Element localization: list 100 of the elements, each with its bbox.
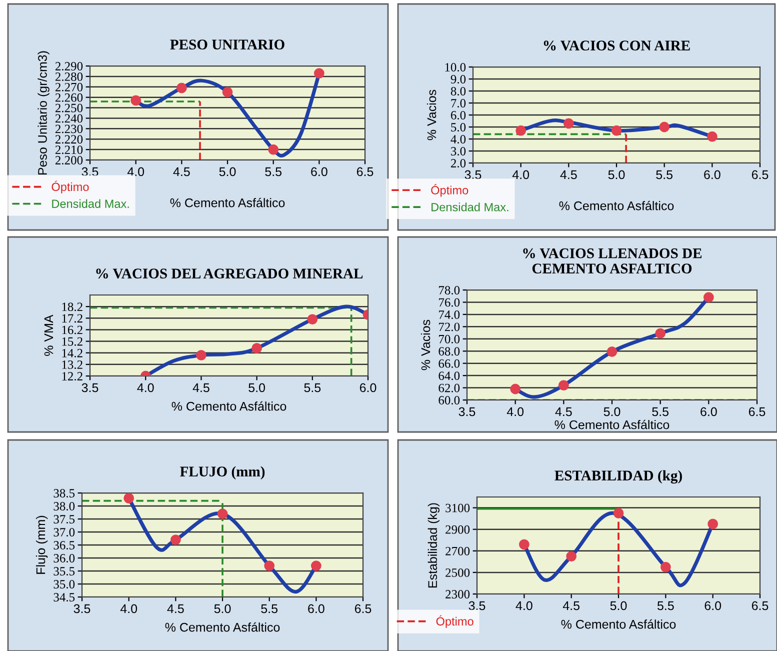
y-tick-label: 2700 — [446, 546, 470, 556]
point — [252, 343, 262, 354]
y-tick-label: 14.2 — [62, 348, 82, 358]
point — [659, 122, 670, 132]
y-tick-label: 78.0 — [439, 286, 460, 295]
x-axis-title: % Cemento Asfáltico — [172, 401, 286, 411]
legend-label: Densidad Max. — [432, 202, 508, 212]
y-tick-label: 7.0 — [451, 99, 466, 108]
x-tick-label: 3.5 — [82, 383, 98, 392]
chart-title: PESO UNITARIO — [170, 40, 284, 50]
y-tick-label: 17.2 — [62, 314, 82, 323]
point — [606, 346, 618, 357]
x-tick-label: 5.0 — [214, 604, 231, 614]
x-tick-label: 6.5 — [354, 604, 372, 614]
point — [708, 518, 718, 530]
y-tick-label: 5.0 — [451, 123, 466, 132]
x-tick-label: 4.5 — [560, 170, 577, 180]
x-tick-label: 4.0 — [512, 170, 530, 180]
x-tick-label: 5.0 — [604, 407, 620, 416]
chart-title: ESTABILIDAD (kg) — [554, 470, 682, 484]
x-tick-label: 5.5 — [652, 407, 668, 416]
point — [518, 539, 530, 550]
y-tick-label: 37.0 — [54, 528, 75, 537]
y-tick-label: 2.290 — [55, 62, 83, 71]
point — [558, 380, 569, 391]
y-tick-label: 2.200 — [55, 156, 83, 165]
x-tick-label: 4.0 — [137, 383, 154, 392]
y-axis-title: Peso Unitario (gr/cm3) — [38, 51, 50, 174]
x-tick-label: 4.0 — [127, 167, 144, 176]
y-tick-label: 72.0 — [439, 322, 460, 332]
y-tick-label: 2.230 — [55, 124, 83, 134]
x-tick-label: 4.5 — [167, 604, 184, 614]
y-tick-label: 68.0 — [438, 347, 460, 356]
y-tick-label: 4.0 — [450, 135, 466, 144]
point — [124, 493, 134, 504]
y-tick-label: 2500 — [446, 568, 470, 577]
point — [566, 551, 577, 562]
x-tick-label: 3.5 — [82, 167, 98, 176]
y-tick-label: 9.0 — [450, 75, 466, 84]
x-tick-label: 6.5 — [752, 601, 768, 610]
x-axis-title: % Cemento Asfáltico — [165, 622, 280, 632]
point — [196, 350, 206, 360]
x-tick-label: 5.5 — [656, 170, 672, 180]
point — [307, 314, 318, 324]
y-tick-label: 2.240 — [55, 114, 83, 123]
y-tick-label: 3100 — [446, 504, 470, 512]
y-axis-title: % Vacios — [426, 90, 436, 140]
y-tick-label: 2.220 — [55, 135, 83, 144]
y-axis-title: Estabilidad (kg) — [428, 503, 440, 588]
point — [264, 560, 275, 571]
x-axis-title: % Cemento Asfáltico — [554, 420, 670, 430]
point — [314, 68, 324, 79]
point — [703, 292, 714, 303]
point — [706, 131, 718, 142]
y-tick-label: 10.0 — [445, 63, 466, 72]
y-tick-label: 13.2 — [62, 360, 82, 369]
y-tick-label: 18.2 — [62, 302, 82, 312]
y-tick-label: 34.5 — [54, 593, 75, 602]
x-tick-label: 4.5 — [192, 383, 210, 392]
x-tick-label: 5.0 — [248, 383, 265, 392]
chart-title: % VACIOS CON AIRE — [544, 40, 690, 51]
chart-title: % VACIOS LLENADOS DE CEMENTO ASFALTICO — [523, 248, 702, 274]
y-axis-title: % VMA — [44, 314, 54, 356]
x-axis-title: % Cemento Asfáltico — [170, 198, 285, 208]
y-tick-label: 36.0 — [54, 554, 75, 563]
x-tick-label: 4.0 — [506, 407, 524, 416]
point — [660, 562, 671, 572]
y-tick-label: 64.0 — [438, 372, 460, 380]
y-axis-title: % Vacios — [420, 320, 430, 370]
legend-label: Óptimo — [431, 184, 468, 197]
x-axis-title: % Cemento Asfáltico — [559, 200, 674, 210]
y-tick-label: 2300 — [446, 590, 470, 598]
y-tick-label: 2.250 — [55, 104, 83, 112]
point — [170, 534, 181, 545]
point — [563, 118, 574, 129]
point — [510, 384, 521, 394]
y-axis-title: Flujo (mm) — [36, 516, 48, 574]
y-tick-label: 70.0 — [439, 334, 460, 344]
chart-title: FLUJO (mm) — [180, 466, 265, 480]
point — [268, 144, 279, 155]
point — [310, 560, 322, 571]
y-tick-label: 2.260 — [55, 93, 83, 102]
x-tick-label: 6.5 — [752, 170, 768, 180]
x-tick-label: 5.0 — [608, 170, 625, 180]
x-tick-label: 3.5 — [464, 170, 482, 180]
y-tick-label: 38.5 — [54, 489, 75, 498]
y-tick-label: 62.0 — [438, 384, 460, 392]
point — [217, 508, 228, 519]
legend-label: Óptimo — [52, 180, 89, 194]
point — [222, 86, 233, 98]
chart-title: % VACIOS DEL AGREGADO MINERAL — [96, 268, 363, 279]
x-tick-label: 6.0 — [700, 407, 717, 416]
y-tick-label: 2.270 — [55, 82, 83, 92]
y-tick-label: 76.0 — [439, 298, 460, 307]
point — [516, 125, 526, 136]
y-tick-label: 2.280 — [55, 72, 83, 81]
x-tick-label: 6.0 — [360, 383, 376, 392]
y-tick-label: 36.5 — [54, 541, 75, 550]
x-tick-label: 6.0 — [704, 170, 720, 180]
point — [130, 95, 142, 106]
